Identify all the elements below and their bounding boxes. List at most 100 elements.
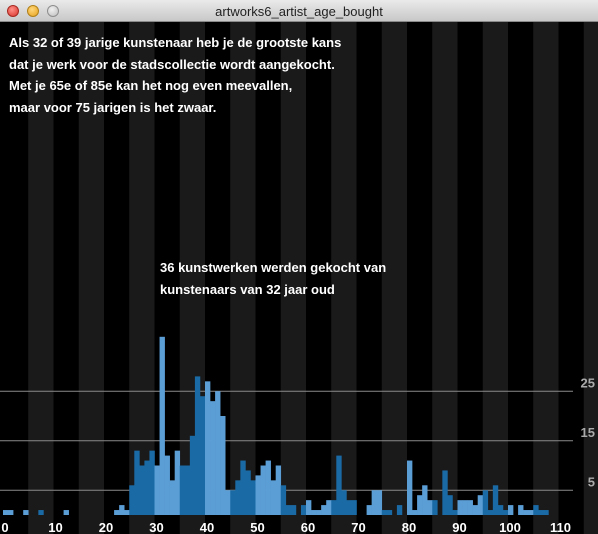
- histogram-bar: [351, 500, 357, 515]
- histogram-bar: [265, 460, 271, 515]
- histogram-bar: [129, 485, 135, 515]
- histogram-bar: [194, 376, 201, 515]
- background-stripe: [533, 22, 559, 534]
- histogram-bar: [275, 465, 282, 515]
- histogram-bar: [528, 510, 534, 515]
- histogram-bar: [300, 505, 307, 515]
- histogram-bar: [376, 490, 383, 515]
- histogram-bar: [326, 500, 332, 515]
- histogram-bar: [442, 470, 448, 515]
- histogram-bar: [134, 450, 140, 515]
- histogram-bar: [422, 485, 428, 515]
- histogram-bar: [63, 510, 69, 515]
- annotation-text: 36 kunstwerken werden gekocht van kunste…: [160, 260, 387, 297]
- histogram-bar: [508, 505, 514, 515]
- histogram-bar: [139, 465, 145, 515]
- histogram-bar: [316, 510, 322, 515]
- x-tick-label: 50: [250, 520, 264, 534]
- histogram-bar: [336, 455, 342, 515]
- x-tick-label: 80: [402, 520, 416, 534]
- histogram-bar: [518, 505, 524, 515]
- background-stripe: [381, 22, 407, 534]
- histogram-bar: [225, 490, 231, 515]
- background-stripe: [78, 22, 104, 534]
- histogram-bar: [487, 510, 494, 515]
- histogram-bar: [164, 455, 170, 515]
- histogram-bar: [230, 490, 236, 515]
- histogram-bar: [144, 460, 150, 515]
- histogram-bar: [23, 510, 29, 515]
- x-tick-label: 30: [149, 520, 163, 534]
- histogram-bar: [381, 510, 388, 515]
- background-stripe: [331, 22, 357, 534]
- histogram-bar: [523, 510, 529, 515]
- histogram-bar: [124, 510, 130, 515]
- histogram-bar: [412, 510, 418, 515]
- background-stripe: [432, 22, 458, 534]
- histogram-bar: [321, 505, 327, 515]
- histogram-bar: [255, 475, 261, 515]
- histogram-bar: [407, 460, 413, 515]
- histogram-bar: [331, 500, 337, 515]
- x-tick-label: 40: [200, 520, 214, 534]
- histogram-bar: [169, 480, 175, 515]
- histogram-bar: [497, 505, 504, 515]
- x-tick-label: 0: [1, 520, 8, 534]
- histogram-bar: [114, 510, 120, 515]
- histogram-bar: [245, 470, 251, 515]
- x-tick-label: 110: [550, 520, 571, 534]
- histogram-bar: [311, 510, 317, 515]
- close-window-button[interactable]: [7, 5, 19, 17]
- histogram-bar: [205, 381, 211, 515]
- histogram-bar: [184, 465, 191, 515]
- title-bar[interactable]: artworks6_artist_age_bought: [0, 0, 598, 22]
- x-tick-label: 60: [301, 520, 315, 534]
- x-tick-label: 90: [452, 520, 466, 534]
- histogram-bar: [270, 480, 276, 515]
- histogram-bar: [199, 396, 206, 515]
- histogram-bar: [341, 490, 347, 515]
- histogram-bar: [149, 450, 155, 515]
- histogram-bar: [154, 465, 160, 515]
- minimize-window-button[interactable]: [27, 5, 39, 17]
- histogram-bar: [179, 465, 186, 515]
- histogram-bar: [38, 510, 44, 515]
- background-stripe: [129, 22, 155, 534]
- histogram-bar: [432, 500, 438, 515]
- histogram-bar: [482, 490, 489, 515]
- histogram-bar: [290, 505, 297, 515]
- histogram-bar: [189, 435, 196, 515]
- histogram-bar: [220, 416, 226, 515]
- histogram-bar: [417, 495, 423, 515]
- histogram-bar: [386, 510, 393, 515]
- histogram-bar: [280, 485, 287, 515]
- histogram-bar: [215, 391, 221, 515]
- histogram-bar: [371, 490, 377, 515]
- x-tick-label: 10: [48, 520, 62, 534]
- histogram-bar: [492, 485, 499, 515]
- histogram-bar: [366, 505, 372, 515]
- histogram-bar: [447, 495, 453, 515]
- y-gridline-label: 15: [581, 425, 595, 440]
- histogram-bar: [3, 510, 9, 515]
- background-stripe: [583, 22, 598, 534]
- histogram-bar: [427, 500, 433, 515]
- background-stripe: [280, 22, 306, 534]
- y-gridline-label: 5: [588, 474, 595, 489]
- histogram-bar: [533, 505, 539, 515]
- histogram-bar: [543, 510, 549, 515]
- histogram-bar: [462, 500, 468, 515]
- histogram-bar: [477, 495, 484, 515]
- x-tick-label: 70: [351, 520, 365, 534]
- histogram-bar: [472, 505, 478, 515]
- histogram-bar: [396, 505, 403, 515]
- histogram-bar: [306, 500, 312, 515]
- zoom-window-button[interactable]: [47, 5, 59, 17]
- histogram-bar: [502, 510, 509, 515]
- histogram-bar: [538, 510, 544, 515]
- histogram-bar: [260, 465, 266, 515]
- background-stripe: [28, 22, 54, 534]
- window-title: artworks6_artist_age_bought: [215, 4, 383, 19]
- histogram-bar: [346, 500, 352, 515]
